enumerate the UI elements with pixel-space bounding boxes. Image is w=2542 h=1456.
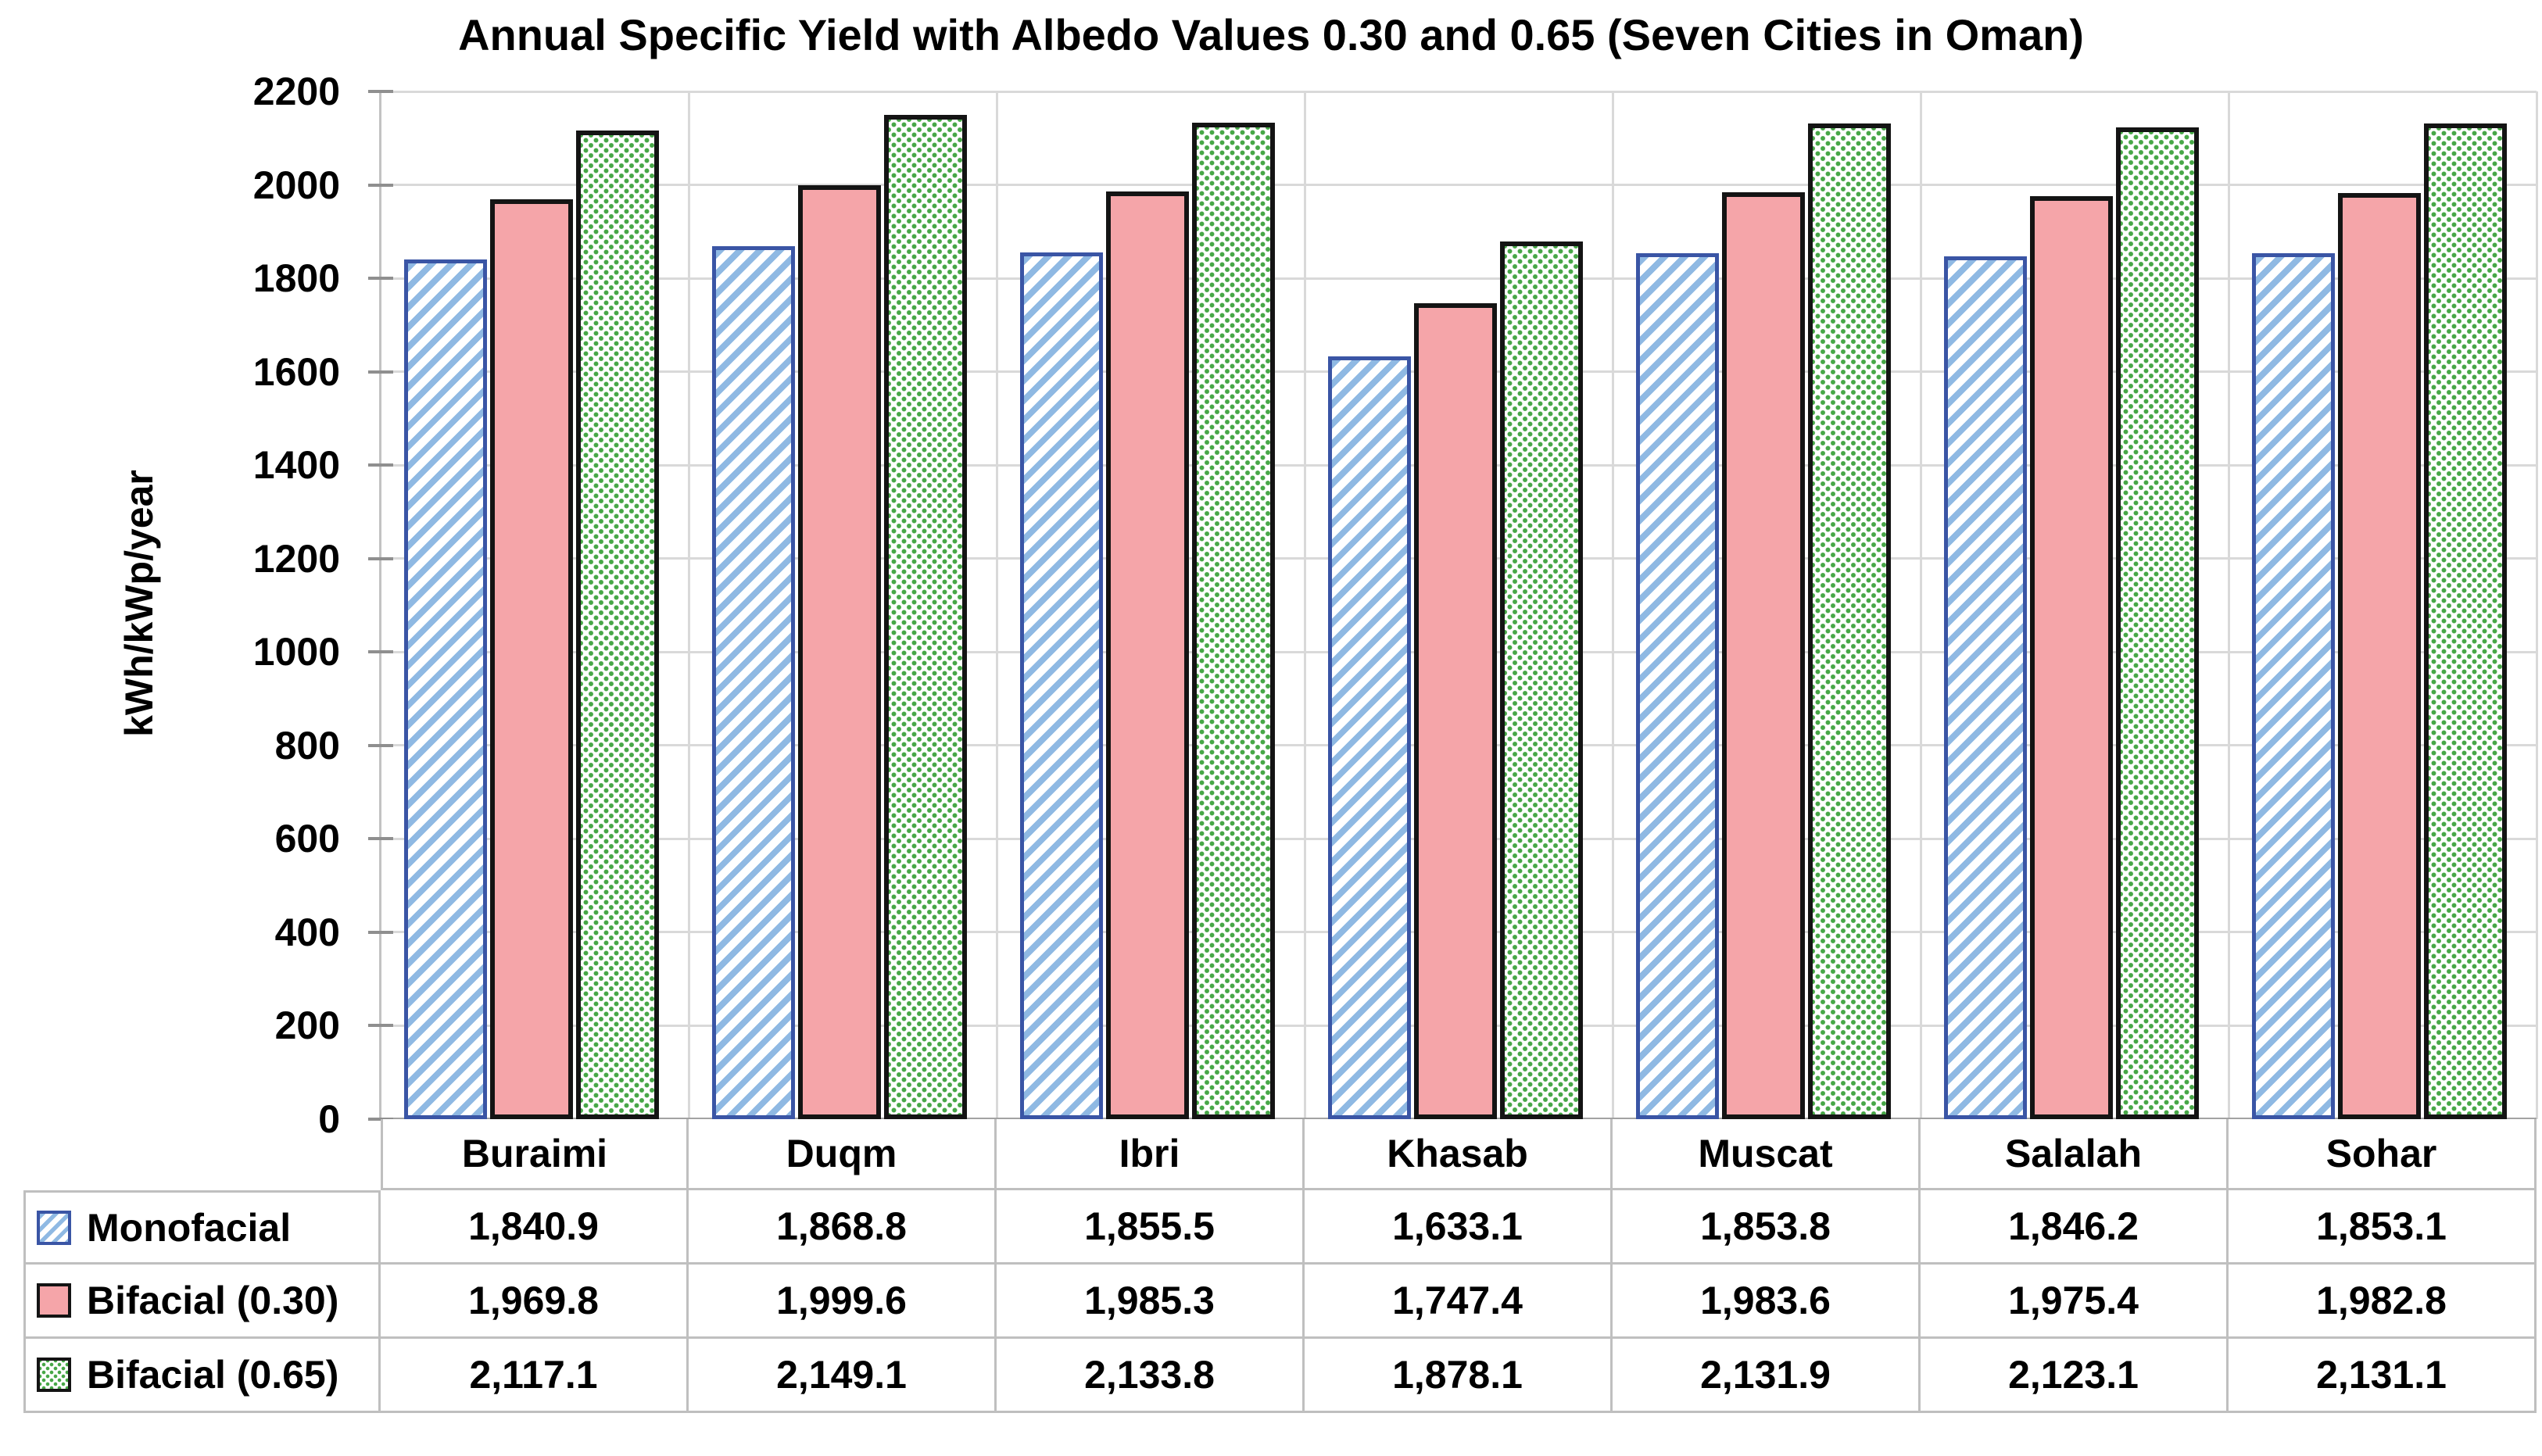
bar-monofacial-salalah xyxy=(1944,256,2027,1119)
value-khasab-series2: 1,747.4 xyxy=(1305,1265,1613,1339)
y-axis-line xyxy=(379,91,381,1119)
y-tick-1200 xyxy=(368,556,393,560)
bar-bifacial-0-30-buraimi xyxy=(490,199,573,1119)
gridline-x-3 xyxy=(1303,91,1306,1119)
y-axis-title: kWh/kWp/year xyxy=(117,470,161,737)
bar-bifacial-0-65-muscat xyxy=(1808,123,1891,1119)
y-tick-800 xyxy=(368,743,393,747)
y-tick-label-1400: 1400 xyxy=(252,443,340,488)
bar-bifacial-0-65-sohar xyxy=(2424,123,2507,1119)
value-muscat-series1: 1,853.8 xyxy=(1613,1190,1921,1265)
y-tick-label-800: 800 xyxy=(274,723,340,767)
value-buraimi-series2: 1,969.8 xyxy=(381,1265,689,1339)
legend-row-1: Monofacial xyxy=(23,1190,381,1265)
bar-bifacial-0-30-muscat xyxy=(1722,192,1805,1119)
y-tick-label-600: 600 xyxy=(274,817,340,861)
value-salalah-series3: 2,123.1 xyxy=(1921,1339,2229,1413)
gridline-x-1 xyxy=(687,91,690,1119)
blue-diagonal-stripes-legend-key xyxy=(37,1210,71,1245)
category-label-ibri: Ibri xyxy=(997,1119,1305,1190)
y-tick-1400 xyxy=(368,463,393,467)
y-tick-2200 xyxy=(368,90,393,93)
series-name: Bifacial (0.65) xyxy=(87,1353,339,1397)
bar-monofacial-sohar xyxy=(2252,253,2335,1119)
category-label-sohar: Sohar xyxy=(2229,1119,2537,1190)
y-tick-label-1000: 1000 xyxy=(252,630,340,674)
bar-bifacial-0-65-khasab xyxy=(1500,241,1583,1119)
bar-monofacial-duqm xyxy=(712,246,795,1119)
value-muscat-series2: 1,983.6 xyxy=(1613,1265,1921,1339)
category-label-khasab: Khasab xyxy=(1305,1119,1613,1190)
y-tick-1000 xyxy=(368,650,393,654)
y-tick-200 xyxy=(368,1024,393,1028)
y-tick-label-1200: 1200 xyxy=(252,536,340,581)
y-tick-label-400: 400 xyxy=(274,910,340,954)
plot-area xyxy=(368,90,2538,1121)
green-dots-legend-key xyxy=(37,1358,71,1392)
y-tick-2000 xyxy=(368,183,393,187)
category-label-duqm: Duqm xyxy=(689,1119,997,1190)
legend-row-3: Bifacial (0.65) xyxy=(23,1339,381,1413)
bar-bifacial-0-30-salalah xyxy=(2030,196,2113,1119)
y-tick-label-1600: 1600 xyxy=(252,349,340,394)
gridline-x-5 xyxy=(1919,91,1922,1119)
chart-title: Annual Specific Yield with Albedo Values… xyxy=(458,10,2084,59)
bar-bifacial-0-65-ibri xyxy=(1192,123,1275,1119)
y-tick-label-1800: 1800 xyxy=(252,256,340,301)
gridline-y-1800 xyxy=(381,277,2537,280)
bar-bifacial-0-30-khasab xyxy=(1414,303,1497,1119)
bar-bifacial-0-65-buraimi xyxy=(576,131,659,1119)
category-label-muscat: Muscat xyxy=(1613,1119,1921,1190)
category-label-salalah: Salalah xyxy=(1921,1119,2229,1190)
value-buraimi-series3: 2,117.1 xyxy=(381,1339,689,1413)
value-muscat-series3: 2,131.9 xyxy=(1613,1339,1921,1413)
bar-monofacial-muscat xyxy=(1636,253,1719,1119)
bar-bifacial-0-65-duqm xyxy=(884,115,967,1119)
y-tick-400 xyxy=(368,930,393,934)
gridline-x-6 xyxy=(2227,91,2230,1119)
bar-bifacial-0-65-salalah xyxy=(2116,127,2199,1119)
value-ibri-series1: 1,855.5 xyxy=(997,1190,1305,1265)
legend-row-2: Bifacial (0.30) xyxy=(23,1265,381,1339)
gridline-x-7 xyxy=(2535,91,2538,1119)
value-ibri-series2: 1,985.3 xyxy=(997,1265,1305,1339)
gridline-x-2 xyxy=(995,91,998,1119)
gridline-y-2200 xyxy=(381,90,2537,93)
category-label-buraimi: Buraimi xyxy=(381,1119,689,1190)
bar-bifacial-0-30-duqm xyxy=(798,185,881,1119)
y-tick-label-0: 0 xyxy=(318,1097,340,1141)
value-duqm-series1: 1,868.8 xyxy=(689,1190,997,1265)
value-duqm-series2: 1,999.6 xyxy=(689,1265,997,1339)
y-tick-600 xyxy=(368,837,393,841)
y-tick-1600 xyxy=(368,370,393,374)
value-salalah-series2: 1,975.4 xyxy=(1921,1265,2229,1339)
value-sohar-series3: 2,131.1 xyxy=(2229,1339,2537,1413)
value-buraimi-series1: 1,840.9 xyxy=(381,1190,689,1265)
value-sohar-series1: 1,853.1 xyxy=(2229,1190,2537,1265)
pink-solid-legend-key xyxy=(37,1283,71,1318)
value-salalah-series1: 1,846.2 xyxy=(1921,1190,2229,1265)
bar-bifacial-0-30-ibri xyxy=(1106,191,1189,1119)
bar-bifacial-0-30-sohar xyxy=(2338,193,2421,1119)
series-name: Bifacial (0.30) xyxy=(87,1279,339,1322)
bar-monofacial-khasab xyxy=(1328,356,1411,1119)
y-tick-label-2000: 2000 xyxy=(252,163,340,207)
gridline-x-4 xyxy=(1611,91,1614,1119)
value-khasab-series3: 1,878.1 xyxy=(1305,1339,1613,1413)
y-tick-label-200: 200 xyxy=(274,1003,340,1048)
series-name: Monofacial xyxy=(87,1205,292,1250)
bar-monofacial-ibri xyxy=(1020,252,1103,1119)
gridline-y-2000 xyxy=(381,184,2537,187)
value-ibri-series3: 2,133.8 xyxy=(997,1339,1305,1413)
value-sohar-series2: 1,982.8 xyxy=(2229,1265,2537,1339)
y-tick-1800 xyxy=(368,277,393,281)
value-khasab-series1: 1,633.1 xyxy=(1305,1190,1613,1265)
value-duqm-series3: 2,149.1 xyxy=(689,1339,997,1413)
y-tick-label-2200: 2200 xyxy=(252,70,340,113)
bar-monofacial-buraimi xyxy=(404,259,487,1119)
